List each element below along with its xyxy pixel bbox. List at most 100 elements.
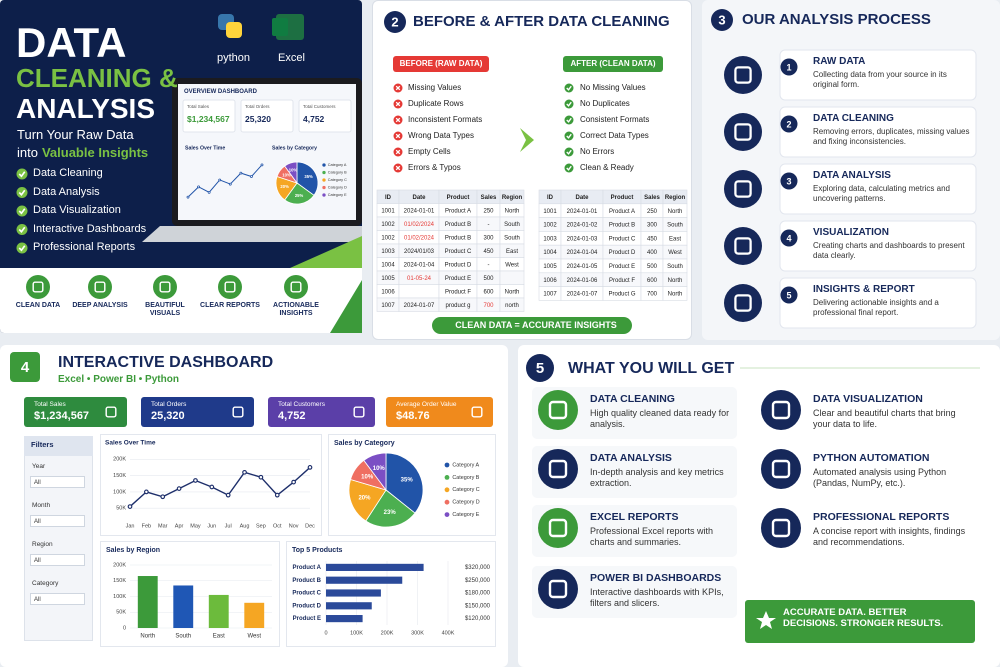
- feature-icon: [218, 275, 242, 299]
- check-icon: [564, 163, 574, 173]
- after-item: Clean & Ready: [580, 163, 634, 172]
- check-mark: [566, 165, 572, 171]
- benefit-icon: [538, 449, 578, 489]
- check-mark: [18, 226, 26, 233]
- legend-swatch: [322, 185, 326, 190]
- table-text: Product E: [445, 276, 471, 282]
- pie-label: 35%: [304, 174, 313, 179]
- number-label: 4: [21, 359, 30, 376]
- check-mark: [18, 189, 26, 196]
- line-point: [193, 478, 198, 483]
- icon-glyph: [548, 400, 568, 420]
- check-mark: [18, 208, 26, 215]
- filter-dropdown[interactable]: All: [30, 515, 85, 527]
- line-point: [176, 486, 182, 491]
- panel-title: WHAT YOU WILL GET: [568, 360, 735, 377]
- step-icon: [724, 284, 762, 322]
- check-icon: [564, 147, 574, 157]
- line-point: [186, 195, 190, 199]
- number-label: 2: [786, 119, 791, 129]
- legend-swatch: [444, 499, 450, 505]
- check-icon: [16, 168, 28, 180]
- table-text: 2024-01-02: [567, 223, 598, 229]
- step-title: RAW DATA: [813, 56, 866, 67]
- table-header: Sales: [481, 195, 497, 201]
- table-text: 2024-01-03: [567, 236, 598, 242]
- feature-label: CLEAR REPORTS: [200, 302, 260, 309]
- subtitle-part: Valuable Insights: [41, 145, 149, 160]
- footer-pill: CLEAN DATA = ACCURATE INSIGHTS: [432, 317, 632, 334]
- table-text: Product F: [609, 278, 635, 284]
- logo-label: python: [217, 52, 251, 64]
- filter-dropdown[interactable]: All: [30, 476, 85, 488]
- benefit-icon: [761, 508, 801, 548]
- line-point: [274, 492, 280, 498]
- table-text: North: [505, 289, 520, 295]
- legend-label: Category B: [328, 171, 347, 175]
- table-text: 1007: [543, 292, 557, 298]
- table-text: 500: [647, 264, 658, 270]
- table-text: 600: [647, 278, 658, 284]
- cross-mark: [395, 133, 401, 139]
- line-point: [197, 185, 200, 189]
- table-text: Product A: [609, 209, 635, 215]
- filter-dropdown[interactable]: All: [30, 593, 85, 605]
- pie-label: 10%: [373, 466, 386, 472]
- benefit-title: DATA CLEANING: [590, 393, 675, 405]
- before-item: Empty Cells: [408, 147, 451, 156]
- table-header: Sales: [644, 195, 660, 201]
- x-tick-label: Sep: [256, 523, 266, 529]
- table-text: North: [668, 292, 683, 298]
- y-tick-label: 200K: [113, 562, 126, 568]
- line-point: [250, 175, 253, 178]
- mini-kpi-label: Total Sales: [187, 104, 210, 109]
- y-tick-label: 100K: [113, 489, 126, 495]
- x-tick-label: 0: [324, 630, 327, 636]
- step-card: [779, 163, 977, 215]
- line-point: [209, 484, 215, 490]
- table-text: 700: [647, 292, 658, 298]
- after-label: AFTER (CLEAN DATA): [563, 56, 663, 72]
- table-text: Product E: [609, 264, 635, 270]
- table-text: North: [668, 209, 683, 215]
- filters-box: [24, 436, 93, 641]
- line-point: [228, 182, 232, 186]
- number-label: 3: [786, 176, 791, 186]
- line-point: [127, 504, 133, 509]
- table-header: Region: [502, 195, 523, 201]
- line-point: [258, 474, 264, 480]
- benefit-icon: [761, 449, 801, 489]
- table-text: Product G: [608, 292, 635, 298]
- checklist-item: Professional Reports: [33, 241, 136, 253]
- check-mark: [566, 101, 572, 107]
- bar: [173, 585, 194, 628]
- before-item: Missing Values: [408, 83, 462, 92]
- kpi-label: Total Customers: [278, 401, 325, 408]
- kpi-value: $1,234,567: [34, 410, 90, 422]
- x-tick-label: Dec: [305, 523, 315, 529]
- pie-slice: [365, 489, 416, 528]
- kpi-label: Total Orders: [151, 401, 187, 408]
- step-icon: [724, 56, 762, 94]
- banner: [745, 600, 975, 643]
- pie-label: 20%: [280, 184, 289, 189]
- table-text: East: [669, 236, 681, 242]
- feature-icon: [26, 275, 50, 299]
- icon-glyph: [734, 294, 752, 312]
- step-icon: [724, 170, 762, 208]
- y-tick-label: 150K: [113, 473, 126, 479]
- chart-box: [286, 541, 496, 647]
- benefit-title: POWER BI DASHBOARDS: [590, 572, 722, 584]
- bar: [244, 602, 265, 628]
- bar: [326, 602, 372, 610]
- chart-title: Sales by Category: [334, 440, 395, 447]
- before-item: Inconsistent Formats: [408, 115, 483, 124]
- kpi-card: [141, 397, 254, 427]
- filter-dropdown[interactable]: All: [30, 554, 85, 566]
- feature-label: ACTIONABLE INSIGHTS: [273, 302, 319, 318]
- bar: [208, 594, 229, 628]
- x-tick-label: 100K: [350, 630, 363, 636]
- check-mark: [18, 245, 26, 252]
- benefit-title: DATA ANALYSIS: [590, 452, 672, 464]
- before-item: Errors & Typos: [408, 163, 461, 172]
